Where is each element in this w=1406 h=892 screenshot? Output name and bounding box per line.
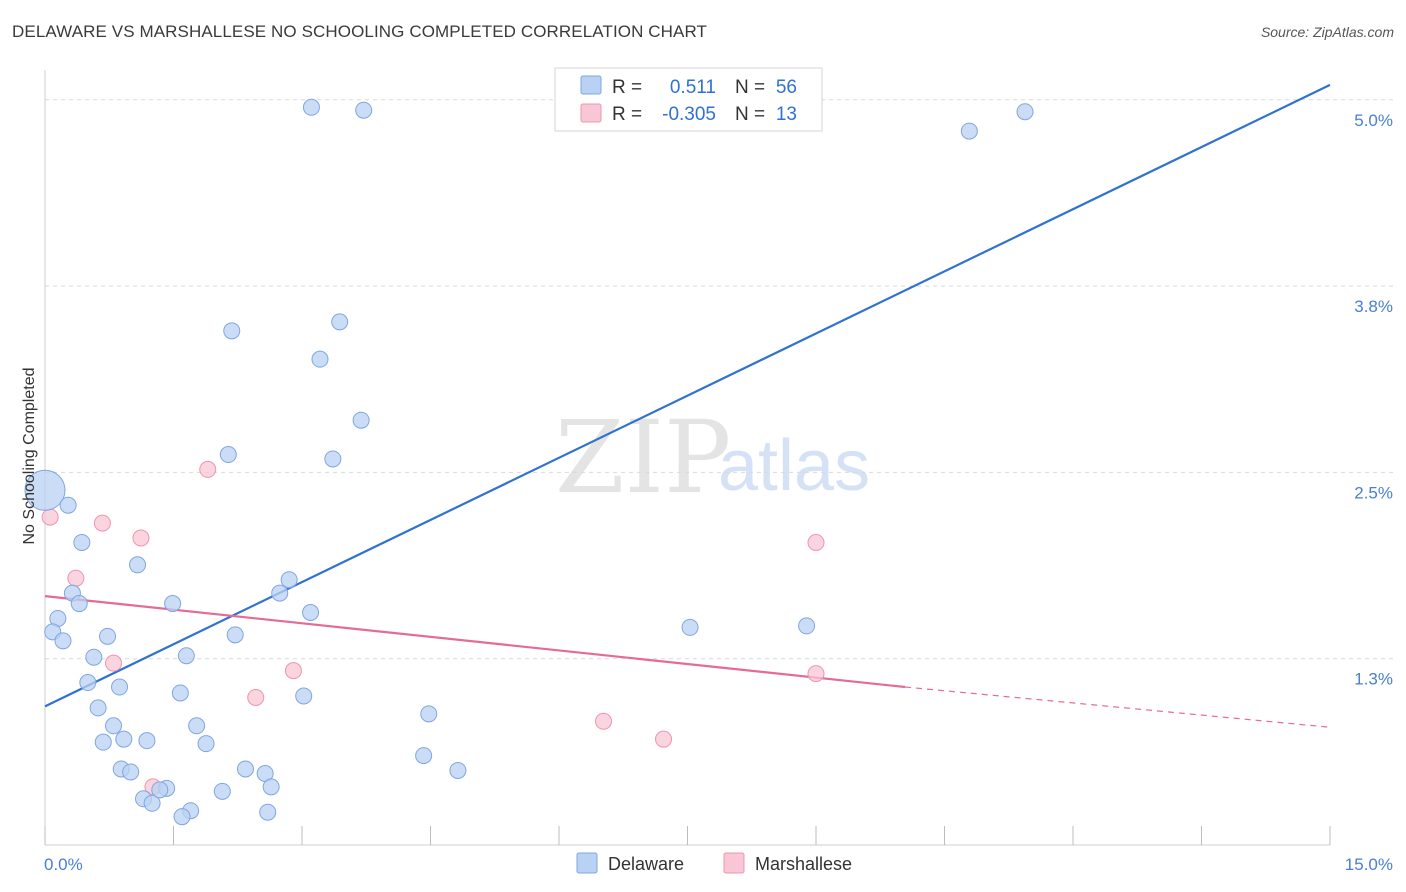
data-point-delaware	[177, 647, 195, 665]
watermark-zip: ZIP	[555, 399, 731, 516]
x-tick-label: 0.0%	[44, 855, 83, 874]
data-point-delaware	[960, 122, 978, 140]
data-point-delaware	[236, 760, 254, 778]
y-axis-label: No Schooling Completed	[21, 368, 38, 545]
data-points	[24, 98, 1034, 826]
data-point-delaware	[280, 571, 298, 589]
data-point-marshallese	[247, 688, 265, 706]
watermark-atlas: atlas	[718, 426, 870, 506]
series-legend-swatch-delaware	[576, 852, 598, 874]
data-point-delaware	[164, 595, 182, 613]
y-tick-label: 3.8%	[1354, 297, 1393, 316]
data-point-delaware	[331, 313, 349, 331]
stats-legend: R = 0.511 N = 56 R = -0.305 N = 13	[554, 67, 823, 132]
data-point-delaware	[352, 411, 370, 429]
data-point-delaware	[302, 604, 320, 621]
data-point-delaware	[213, 782, 231, 800]
series-legend-delaware: Delaware	[608, 854, 684, 874]
data-point-marshallese	[284, 662, 302, 680]
data-point-delaware	[449, 761, 467, 779]
data-point-marshallese	[807, 533, 825, 551]
data-point-delaware	[73, 533, 91, 551]
data-point-delaware	[122, 763, 140, 781]
legend-r-label-2: R =	[612, 104, 642, 125]
data-point-delaware	[355, 101, 373, 119]
legend-swatch-marshallese	[580, 103, 602, 123]
data-point-delaware	[94, 733, 112, 751]
data-point-delaware	[295, 687, 313, 705]
data-point-delaware	[70, 595, 88, 613]
data-point-delaware	[99, 627, 117, 645]
data-point-delaware	[302, 98, 320, 116]
data-point-marshallese	[199, 460, 217, 478]
chart-title: DELAWARE VS MARSHALLESE NO SCHOOLING COM…	[12, 22, 708, 41]
data-point-delaware	[262, 778, 280, 796]
data-point-marshallese	[595, 712, 613, 730]
y-tick-label: 1.3%	[1354, 670, 1393, 689]
legend-r-value-2: -0.305	[662, 104, 716, 125]
data-point-marshallese	[93, 514, 111, 532]
data-point-delaware	[115, 730, 133, 748]
data-point-marshallese	[67, 569, 85, 587]
data-point-marshallese	[132, 529, 150, 547]
legend-r-value-1: 0.511	[670, 77, 716, 98]
series-legend: Delaware Marshallese	[576, 852, 852, 874]
legend-swatch-delaware	[580, 75, 602, 95]
data-point-delaware	[138, 732, 156, 750]
trend-line-marshallese-extrapolated	[905, 686, 1331, 728]
data-point-marshallese	[105, 654, 123, 672]
data-point-delaware	[85, 648, 103, 666]
data-point-delaware	[259, 803, 277, 821]
legend-r-label-1: R =	[612, 77, 642, 98]
data-point-delaware	[1016, 103, 1034, 121]
data-point-delaware	[415, 747, 433, 765]
data-point-delaware	[173, 808, 191, 826]
data-point-delaware	[143, 794, 161, 812]
data-point-delaware	[271, 584, 289, 602]
data-point-delaware	[24, 469, 66, 511]
data-point-delaware	[197, 735, 215, 753]
data-point-delaware	[226, 626, 244, 644]
data-point-delaware	[111, 678, 129, 696]
data-point-marshallese	[807, 665, 825, 683]
data-point-delaware	[420, 705, 438, 723]
data-point-delaware	[59, 496, 77, 514]
data-point-marshallese	[655, 730, 673, 748]
y-tick-label: 5.0%	[1354, 111, 1393, 130]
data-point-delaware	[188, 717, 206, 735]
legend-n-label-1: N =	[735, 77, 765, 98]
trend-lines	[44, 83, 1331, 728]
legend-n-value-1: 56	[776, 77, 797, 98]
trend-line-delaware	[44, 83, 1331, 708]
data-point-delaware	[223, 322, 241, 340]
data-point-marshallese	[41, 508, 59, 526]
data-point-delaware	[311, 350, 329, 368]
legend-n-label-2: N =	[735, 104, 765, 125]
data-point-delaware	[324, 450, 342, 468]
data-point-delaware	[219, 446, 237, 464]
source-label: Source: ZipAtlas.com	[1260, 24, 1394, 40]
x-tick-label: 15.0%	[1345, 855, 1393, 874]
data-point-delaware	[798, 617, 816, 635]
series-legend-swatch-marshallese	[723, 852, 745, 874]
tick-labels: 1.3% 2.5% 3.8% 5.0% 0.0% 15.0%	[44, 111, 1393, 874]
data-point-delaware	[151, 781, 169, 799]
trend-line-marshallese	[44, 595, 906, 689]
data-point-delaware	[681, 618, 699, 636]
data-point-delaware	[79, 674, 97, 692]
legend-n-value-2: 13	[776, 104, 797, 125]
series-legend-marshallese: Marshallese	[755, 854, 852, 874]
y-tick-label: 2.5%	[1354, 483, 1393, 502]
data-point-delaware	[171, 684, 189, 702]
data-point-delaware	[105, 717, 123, 735]
data-point-delaware	[129, 556, 147, 574]
axes	[44, 70, 1331, 846]
data-point-delaware	[54, 632, 72, 650]
data-point-delaware	[89, 699, 107, 717]
